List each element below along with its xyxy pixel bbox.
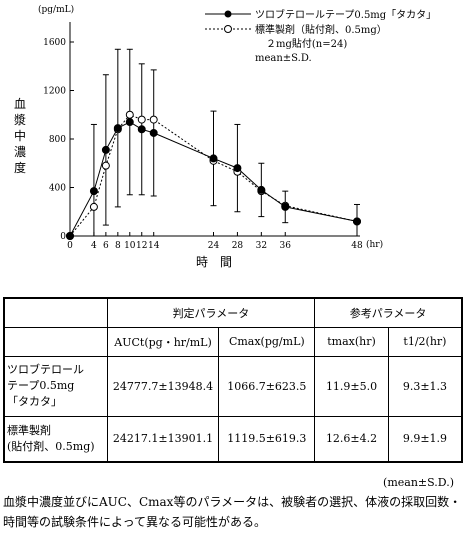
data-point-reference xyxy=(125,110,134,119)
header-reference-params: 参考パラメータ xyxy=(314,297,463,328)
y-tick-label: 1200 xyxy=(43,87,66,97)
data-point-reference xyxy=(137,115,146,124)
cell-tmax: 12.6±4.2 xyxy=(314,415,389,463)
col-thalf: t1/2(hr) xyxy=(387,326,463,357)
data-point-test xyxy=(113,124,122,133)
data-point-test xyxy=(89,187,98,196)
series-lines xyxy=(69,114,358,237)
legend-note: mean±S.D. xyxy=(255,53,312,64)
col-tmax: tmax(hr) xyxy=(314,326,389,357)
col-auc: AUCt(pg・hr/mL) xyxy=(106,326,220,357)
cell-thalf: 9.9±1.9 xyxy=(387,415,463,463)
series-line-reference xyxy=(69,114,358,237)
error-bars xyxy=(90,48,360,237)
x-tick-label: 8 xyxy=(115,241,121,251)
series-points xyxy=(66,110,361,240)
series-line-test xyxy=(69,121,358,237)
y-tick-label: 1600 xyxy=(43,38,66,48)
chart-axes xyxy=(69,22,358,237)
concentration-time-chart: (pg/mL) 0 400 800 1200 1600 0 4 6 8 10 12 14 24 28 32… xyxy=(14,4,436,269)
table-note: (mean±S.D.) xyxy=(383,476,454,489)
col-cmax: Cmax(pg/mL) xyxy=(218,326,316,357)
x-unit-label: (hr) xyxy=(366,239,383,250)
cell-auc: 24217.1±13901.1 xyxy=(106,415,220,463)
cell-cmax: 1066.7±623.5 xyxy=(218,355,316,417)
x-tick-label: 48 xyxy=(351,241,363,251)
table-corner-2 xyxy=(3,326,108,357)
x-tick-label: 32 xyxy=(256,241,267,251)
y-tick-labels: 0 400 800 1200 1600 xyxy=(43,38,66,242)
parameter-table: 判定パラメータ 参考パラメータ AUCt(pg・hr/mL) Cmax(pg/m… xyxy=(3,297,463,463)
data-point-test xyxy=(281,202,290,211)
y-unit-label: (pg/mL) xyxy=(38,4,74,15)
row-name-test: ツロブテロール テープ0.5mg 「タカタ」 xyxy=(3,355,108,417)
header-judgement-params: 判定パラメータ xyxy=(106,297,316,328)
x-tick-label: 10 xyxy=(124,241,136,251)
table-corner xyxy=(3,297,108,328)
y-tick-label: 800 xyxy=(49,135,66,145)
data-point-reference xyxy=(89,202,98,211)
data-point-reference xyxy=(149,115,158,124)
data-point-test xyxy=(137,125,146,134)
x-tick-label: 4 xyxy=(91,241,97,251)
table-row: ツロブテロール テープ0.5mg 「タカタ」 24777.7±13948.4 1… xyxy=(3,355,463,417)
x-tick-label: 36 xyxy=(280,241,292,251)
data-point-test xyxy=(233,164,242,173)
cell-cmax: 1119.5±619.3 xyxy=(218,415,316,463)
legend-marker-reference xyxy=(224,25,232,33)
legend: ツロブテロールテープ0.5mg「タカタ」 標準製剤（貼付剤、0.5mg） ２mg… xyxy=(205,8,436,64)
x-tick-label: 12 xyxy=(136,241,147,251)
data-point-reference xyxy=(101,161,110,170)
y-tick-label: 0 xyxy=(60,232,66,242)
data-point-test xyxy=(149,128,158,137)
row-name-reference: 標準製剤 (貼付剤、0.5mg) xyxy=(3,415,108,463)
data-point-test xyxy=(209,154,218,163)
x-tick-label: 28 xyxy=(232,241,244,251)
x-tick-label: 24 xyxy=(208,241,220,251)
x-tick-labels: 0 4 6 8 10 12 14 24 28 32 36 48 xyxy=(67,241,363,251)
legend-label-reference: 標準製剤（貼付剤、0.5mg） xyxy=(255,23,387,36)
data-point-test xyxy=(125,118,134,127)
x-tick-label: 14 xyxy=(148,241,160,251)
cell-tmax: 11.9±5.0 xyxy=(314,355,389,417)
y-axis-title: 血漿中濃度 xyxy=(14,97,26,175)
data-point-test xyxy=(66,232,74,240)
data-point-test xyxy=(257,185,266,194)
x-tick-label: 0 xyxy=(67,241,73,251)
data-point-test xyxy=(353,217,361,226)
cell-auc: 24777.7±13948.4 xyxy=(106,355,220,417)
table-row: 標準製剤 (貼付剤、0.5mg) 24217.1±13901.1 1119.5±… xyxy=(3,415,463,463)
legend-label-test: ツロブテロールテープ0.5mg「タカタ」 xyxy=(255,8,436,21)
y-tick-label: 400 xyxy=(49,184,66,194)
footnote: 血漿中濃度並びにAUC、Cmax等のパラメータは、被験者の選択、体液の採取回数・… xyxy=(3,495,462,529)
x-axis-title: 時 間 xyxy=(196,255,232,269)
legend-label-reference-dose: ２mg貼付(n=24) xyxy=(266,37,347,50)
legend-marker-test xyxy=(224,10,232,18)
cell-thalf: 9.3±1.3 xyxy=(387,355,463,417)
data-point-test xyxy=(101,145,110,154)
x-tick-label: 6 xyxy=(103,241,109,251)
